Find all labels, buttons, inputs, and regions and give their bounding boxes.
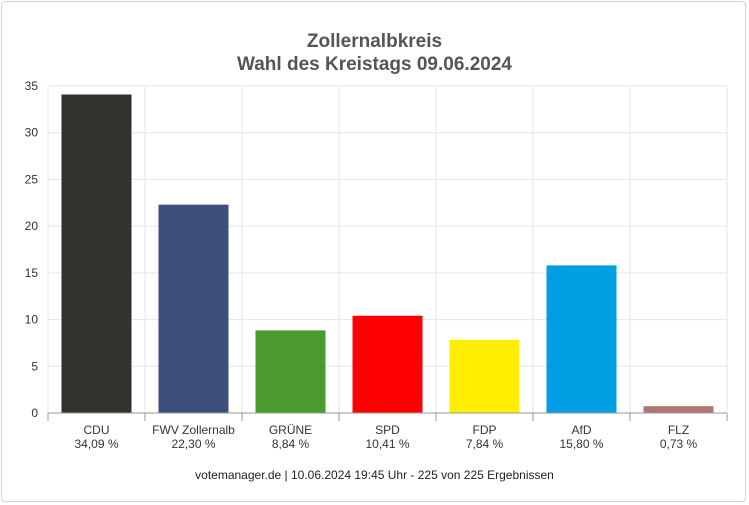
y-tick-label: 25 [25,172,39,186]
value-label: 8,84 % [272,437,310,451]
y-tick-label: 20 [25,219,39,233]
value-label: 0,73 % [660,437,698,451]
bar-grüne [255,330,326,413]
bar-afd [546,265,617,413]
value-label: 34,09 % [74,437,118,451]
bar-fwv-zollernalb [158,204,229,413]
y-tick-label: 5 [31,359,38,373]
bar-cdu [61,94,132,413]
category-label: FWV Zollernalb [152,423,235,437]
y-tick-label: 35 [25,79,39,93]
chart-title: Zollernalbkreis Wahl des Kreistags 09.06… [0,30,749,76]
category-label: FLZ [668,423,689,437]
category-label: SPD [375,423,400,437]
chart-footer: votemanager.de | 10.06.2024 19:45 Uhr - … [195,468,554,482]
category-label: GRÜNE [269,423,312,437]
category-label: CDU [84,423,110,437]
bar-fdp [449,339,520,413]
y-tick-label: 0 [31,406,38,420]
bar-flz [643,406,714,413]
value-label: 15,80 % [559,437,603,451]
bar-spd [352,315,423,413]
y-tick-label: 10 [25,313,39,327]
y-tick-label: 15 [25,266,39,280]
chart-title-line-2: Wahl des Kreistags 09.06.2024 [237,54,512,75]
chart-title-line-1: Zollernalbkreis [306,31,443,52]
value-label: 22,30 % [171,437,215,451]
value-label: 7,84 % [466,437,504,451]
value-label: 10,41 % [365,437,409,451]
category-label: AfD [571,423,591,437]
y-tick-label: 30 [25,126,39,140]
category-label: FDP [473,423,497,437]
